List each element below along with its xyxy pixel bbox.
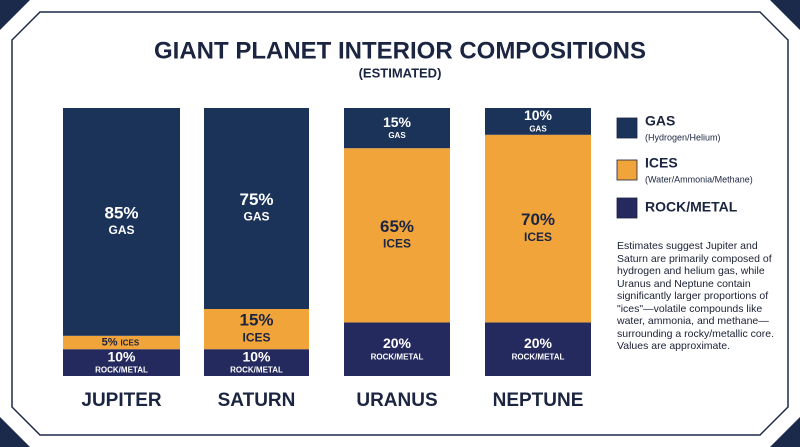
segment-label: ICES — [242, 330, 270, 344]
segment-label: ICES — [121, 339, 140, 348]
note: Estimates suggest Jupiter and Saturn are… — [617, 240, 774, 352]
segment-label: GAS — [388, 131, 406, 140]
segment-label: ROCK/METAL — [371, 352, 424, 361]
segment-label: ROCK/METAL — [95, 366, 148, 375]
bar-segment — [63, 108, 180, 336]
bar-segment — [485, 322, 591, 376]
legend-swatch — [616, 197, 638, 219]
bar-segment — [485, 108, 591, 135]
value-label: 10% — [107, 348, 136, 364]
value-label: 70% — [521, 210, 555, 229]
bar-segment — [204, 349, 309, 376]
segment-label: ROCK/METAL — [512, 352, 565, 361]
value-label: 20% — [524, 335, 553, 351]
segment-label: GAS — [243, 210, 269, 224]
x-tick-label: NEPTUNE — [493, 390, 584, 411]
legend-label: ICES — [645, 155, 678, 171]
value-label: 65% — [380, 217, 414, 236]
legend-swatch — [616, 117, 638, 139]
value-label: 15% — [239, 311, 273, 330]
value-label: 10% — [242, 348, 271, 364]
bar-segment — [63, 335, 180, 350]
bar-segment — [63, 349, 180, 376]
legend-description: (Water/Ammonia/Methane) — [645, 174, 753, 184]
legend-swatch — [616, 159, 638, 181]
value-label: 75% — [239, 190, 273, 209]
segment-label: ICES — [383, 236, 411, 250]
legend-label: GAS — [645, 113, 675, 129]
bar-segment — [344, 322, 450, 376]
chart-title: GIANT PLANET INTERIOR COMPOSITIONS — [154, 37, 646, 64]
segment-label: GAS — [108, 223, 134, 237]
bar-segment — [204, 309, 309, 350]
bar-segment — [344, 148, 450, 323]
value-label: 85% — [104, 203, 138, 222]
x-tick-label: SATURN — [218, 390, 296, 411]
segment-label: GAS — [529, 125, 547, 134]
value-label: 20% — [383, 335, 412, 351]
x-tick-label: URANUS — [356, 390, 437, 411]
value-label: 5% — [102, 336, 118, 348]
segment-label: ROCK/METAL — [230, 366, 283, 375]
x-tick-label: JUPITER — [81, 390, 162, 411]
frame — [11, 11, 789, 436]
segment-label: ICES — [524, 230, 552, 244]
bar-segment — [204, 108, 309, 309]
legend-label: ROCK/METAL — [645, 199, 738, 215]
chart-subtitle: (ESTIMATED) — [359, 65, 442, 80]
bar-segment — [344, 108, 450, 149]
value-label: 15% — [383, 114, 412, 130]
legend-description: (Hydrogen/Helium) — [645, 132, 721, 142]
bar-segment — [485, 134, 591, 323]
value-label: 10% — [524, 107, 553, 123]
